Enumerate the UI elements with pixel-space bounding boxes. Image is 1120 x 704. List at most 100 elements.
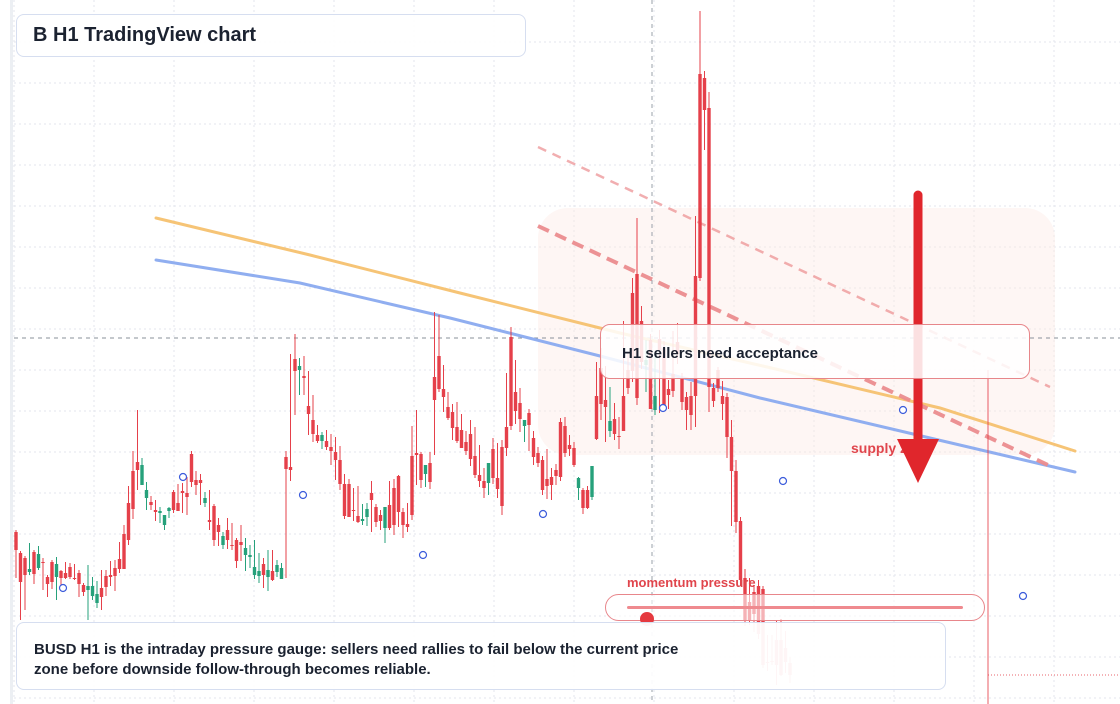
candle	[221, 536, 225, 545]
candle	[540, 460, 545, 490]
candle	[108, 575, 113, 577]
down-arrow-icon	[897, 439, 939, 483]
candle	[140, 465, 144, 485]
candle	[104, 576, 108, 587]
signal-marker	[1018, 591, 1028, 601]
candle	[414, 453, 419, 455]
signal-marker	[538, 509, 548, 519]
candle	[194, 480, 198, 485]
candle	[509, 337, 513, 426]
candle	[549, 477, 554, 485]
signal-marker	[298, 490, 308, 500]
summary-line-1: BUSD H1 is the intraday pressure gauge: …	[34, 641, 679, 658]
candle	[153, 510, 158, 512]
candle	[522, 420, 527, 426]
candle	[374, 507, 378, 522]
candle	[594, 396, 599, 439]
candle	[486, 463, 491, 483]
candle	[171, 492, 176, 510]
candle	[113, 568, 117, 576]
candle	[684, 397, 689, 410]
candle	[338, 460, 342, 484]
candle	[725, 397, 729, 437]
candle	[149, 502, 153, 505]
candle	[437, 356, 441, 389]
candle	[248, 555, 252, 557]
candle	[531, 438, 536, 457]
candle	[342, 484, 347, 516]
signal-marker	[658, 403, 668, 413]
candle	[252, 567, 257, 575]
candle	[536, 453, 540, 463]
candle	[558, 422, 563, 477]
signal-marker	[178, 472, 188, 482]
candle	[347, 484, 351, 517]
candle	[680, 379, 684, 402]
candle	[378, 515, 383, 521]
candle	[257, 571, 261, 576]
candle	[545, 479, 549, 486]
candle	[270, 571, 275, 580]
candle	[59, 571, 63, 578]
candle	[518, 403, 522, 419]
candles	[14, 11, 792, 685]
candle	[572, 448, 576, 465]
summary-line-2: zone before downside follow-through beco…	[34, 661, 431, 678]
candle	[45, 577, 50, 584]
candle	[585, 490, 590, 508]
candle	[63, 573, 68, 578]
candle	[491, 449, 495, 478]
candle	[504, 427, 509, 448]
candle	[302, 376, 306, 378]
candle	[23, 558, 27, 575]
candle	[392, 488, 396, 525]
chart-title-card: B H1 TradingView chart	[16, 14, 526, 57]
candle	[50, 562, 54, 582]
candle	[626, 370, 630, 388]
candle	[734, 471, 738, 522]
signal-marker	[58, 583, 68, 593]
candle	[738, 521, 743, 580]
candle	[207, 520, 212, 522]
candle	[387, 505, 392, 528]
signal-marker	[898, 405, 908, 415]
candle	[81, 585, 86, 592]
candle	[234, 540, 239, 561]
candle	[495, 478, 500, 489]
candle	[158, 511, 162, 513]
sellers-callout: H1 sellers need acceptance	[600, 324, 1030, 379]
momentum-gauge[interactable]	[605, 594, 985, 626]
candle	[297, 366, 302, 370]
candle	[365, 509, 369, 517]
candle	[513, 392, 518, 411]
candle	[720, 396, 725, 404]
candle	[369, 493, 374, 500]
candle	[284, 457, 288, 469]
candle	[671, 374, 675, 391]
candle	[212, 506, 216, 540]
candle	[329, 447, 333, 451]
candle	[468, 434, 473, 459]
candle	[617, 436, 621, 437]
candle	[441, 389, 446, 397]
candle	[711, 388, 716, 401]
candle	[27, 569, 32, 572]
candle	[275, 565, 279, 572]
candle	[68, 567, 72, 577]
candle	[356, 516, 360, 522]
candle	[95, 594, 99, 603]
candle	[423, 465, 428, 474]
candle	[203, 498, 207, 503]
candle	[473, 456, 477, 475]
candle	[608, 421, 612, 431]
candle	[707, 108, 711, 387]
candle	[41, 562, 45, 563]
candle	[351, 510, 356, 511]
candle	[360, 519, 365, 521]
candle	[698, 74, 702, 278]
callout-text: H1 sellers need acceptance	[622, 345, 818, 362]
candle	[72, 578, 77, 579]
candle	[189, 454, 194, 482]
candle	[288, 467, 293, 470]
